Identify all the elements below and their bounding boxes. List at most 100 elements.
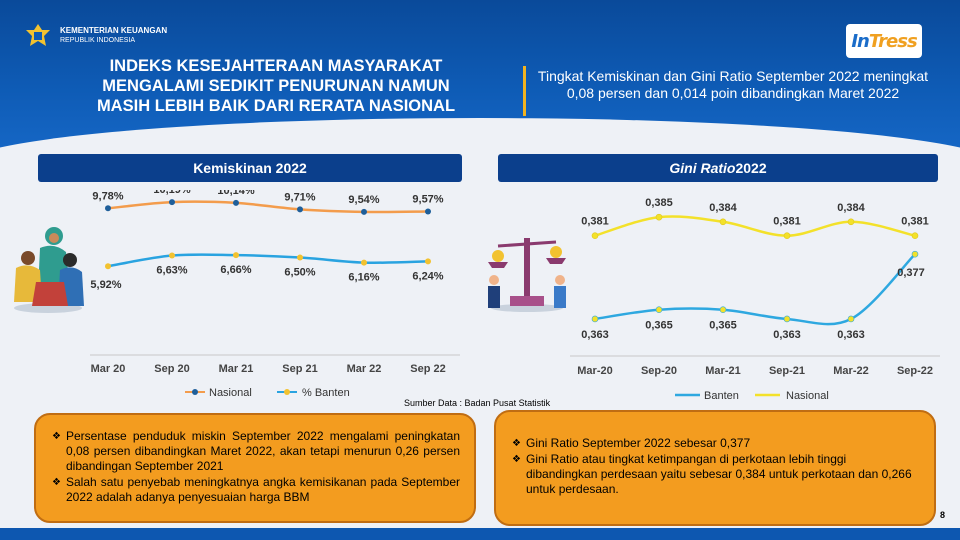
logo-line1: KEMENTERIAN KEUANGAN bbox=[60, 26, 168, 35]
brand-part-b: Tress bbox=[868, 30, 918, 52]
series-line-banten bbox=[107, 253, 429, 268]
data-point bbox=[655, 306, 663, 314]
data-label: 0,363 bbox=[581, 329, 609, 341]
x-tick-label: Mar 22 bbox=[347, 363, 382, 375]
data-point bbox=[297, 206, 303, 213]
intress-logo: In Tress bbox=[846, 24, 922, 58]
x-tick-label: Sep 22 bbox=[410, 363, 445, 375]
series-line-nasional bbox=[107, 200, 429, 214]
data-point bbox=[591, 315, 599, 323]
poverty-notes-box: Persentase penduduk miskin September 202… bbox=[34, 413, 476, 523]
title-divider bbox=[523, 66, 526, 116]
gini-note-item: Gini Ratio atau tingkat ketimpangan di p… bbox=[510, 452, 918, 497]
gini-note-item: Gini Ratio September 2022 sebesar 0,377 bbox=[510, 436, 918, 451]
data-point bbox=[425, 208, 431, 215]
footer-bar bbox=[0, 528, 960, 540]
data-point bbox=[911, 250, 919, 258]
scales-illustration-icon bbox=[488, 238, 566, 312]
data-point bbox=[719, 306, 727, 314]
legend-banten-marker bbox=[284, 389, 290, 395]
data-label: 10,14% bbox=[217, 190, 255, 197]
x-tick-label: Sep-22 bbox=[897, 365, 933, 377]
data-point bbox=[425, 258, 431, 265]
data-point bbox=[783, 232, 791, 239]
data-point bbox=[169, 252, 175, 259]
x-tick-label: Sep 21 bbox=[282, 363, 317, 375]
gini-title-rest: 2022 bbox=[735, 160, 767, 176]
legend-banten-label: Banten bbox=[704, 390, 739, 402]
gini-line-chart: 0,363 0,365 0,365 0,363 0,363 0,377 0,381 0,385… bbox=[570, 197, 940, 402]
x-tick-label: Mar 21 bbox=[219, 363, 254, 375]
data-source: Sumber Data : Badan Pusat Statistik bbox=[404, 398, 551, 408]
x-tick-label: Sep-20 bbox=[641, 365, 677, 377]
data-label: 6,16% bbox=[348, 272, 379, 284]
data-label: 0,381 bbox=[581, 216, 609, 228]
data-point bbox=[297, 254, 303, 261]
legend-banten-label: % Banten bbox=[302, 387, 350, 399]
series-line-banten bbox=[594, 253, 916, 326]
data-label: 6,66% bbox=[220, 264, 251, 276]
data-point bbox=[233, 199, 239, 206]
data-point bbox=[361, 259, 367, 266]
x-tick-label: Sep-21 bbox=[769, 365, 805, 377]
legend-nasional-marker bbox=[192, 389, 198, 395]
data-label: 0,365 bbox=[709, 320, 737, 332]
data-label: 9,54% bbox=[348, 194, 379, 206]
x-tick-label: Mar-20 bbox=[577, 365, 612, 377]
data-label: 6,24% bbox=[412, 270, 443, 282]
data-label: 0,385 bbox=[645, 197, 673, 209]
data-point bbox=[911, 232, 919, 239]
data-point bbox=[361, 208, 367, 215]
x-tick-label: Mar 20 bbox=[91, 363, 126, 375]
x-tick-label: Sep 20 bbox=[154, 363, 189, 375]
poverty-panel-title: Kemiskinan 2022 bbox=[38, 154, 462, 182]
data-label: 0,384 bbox=[709, 202, 737, 214]
header-wave bbox=[0, 118, 960, 158]
poverty-note-item: Salah satu penyebab meningkatnya angka k… bbox=[50, 475, 460, 505]
gini-notes-box: Gini Ratio September 2022 sebesar 0,377 … bbox=[494, 410, 936, 526]
family-illustration-icon bbox=[14, 227, 84, 313]
data-label: 6,63% bbox=[156, 265, 187, 277]
legend: Nasional % Banten bbox=[185, 387, 350, 399]
poverty-line-chart: 9,78% 10,19% 10,14% 9,71% 9,54% 9,57% 5,92% 6,6… bbox=[90, 190, 460, 399]
series-line-nasional bbox=[594, 215, 916, 237]
data-label: 5,92% bbox=[90, 279, 121, 291]
data-label: 0,365 bbox=[645, 320, 673, 332]
legend-nasional-label: Nasional bbox=[209, 387, 252, 399]
logo-line2: REPUBLIK INDONESIA bbox=[60, 37, 136, 44]
gini-panel-title: Gini Ratio 2022 bbox=[498, 154, 938, 182]
brand-part-a: In bbox=[851, 30, 869, 52]
data-point bbox=[847, 218, 855, 226]
ministry-logo: KEMENTERIAN KEUANGAN REPUBLIK INDONESIA bbox=[22, 22, 167, 50]
data-point bbox=[783, 315, 791, 323]
page-subtitle: Tingkat Kemiskinan dan Gini Ratio Septem… bbox=[537, 68, 929, 101]
x-tick-label: Mar-21 bbox=[705, 365, 740, 377]
data-label: 6,50% bbox=[284, 267, 315, 279]
data-label: 0,384 bbox=[837, 202, 865, 214]
legend: Banten Nasional bbox=[675, 390, 829, 402]
gini-title-italic: Gini Ratio bbox=[669, 160, 736, 176]
data-label: 0,381 bbox=[773, 216, 801, 228]
data-label: 0,363 bbox=[773, 329, 801, 341]
data-label: 9,71% bbox=[284, 191, 315, 203]
x-tick-label: Mar-22 bbox=[833, 365, 868, 377]
legend-nasional-label: Nasional bbox=[786, 390, 829, 402]
page-number: 8 bbox=[940, 510, 946, 520]
data-point bbox=[169, 199, 175, 206]
data-label: 10,19% bbox=[153, 190, 191, 196]
data-point bbox=[105, 263, 111, 270]
data-point bbox=[233, 252, 239, 259]
data-point bbox=[105, 205, 111, 212]
data-label: 0,377 bbox=[897, 267, 925, 279]
data-point bbox=[719, 218, 727, 226]
data-label: 9,57% bbox=[412, 193, 443, 205]
ministry-emblem-icon bbox=[26, 24, 50, 46]
data-point bbox=[655, 213, 663, 221]
header-banner: KEMENTERIAN KEUANGAN REPUBLIK INDONESIA … bbox=[0, 0, 960, 158]
data-label: 0,363 bbox=[837, 329, 865, 341]
poverty-note-item: Persentase penduduk miskin September 202… bbox=[50, 429, 460, 474]
data-label: 9,78% bbox=[92, 190, 123, 202]
data-label: 0,381 bbox=[901, 216, 929, 228]
data-point bbox=[847, 315, 855, 323]
data-point bbox=[591, 232, 599, 239]
